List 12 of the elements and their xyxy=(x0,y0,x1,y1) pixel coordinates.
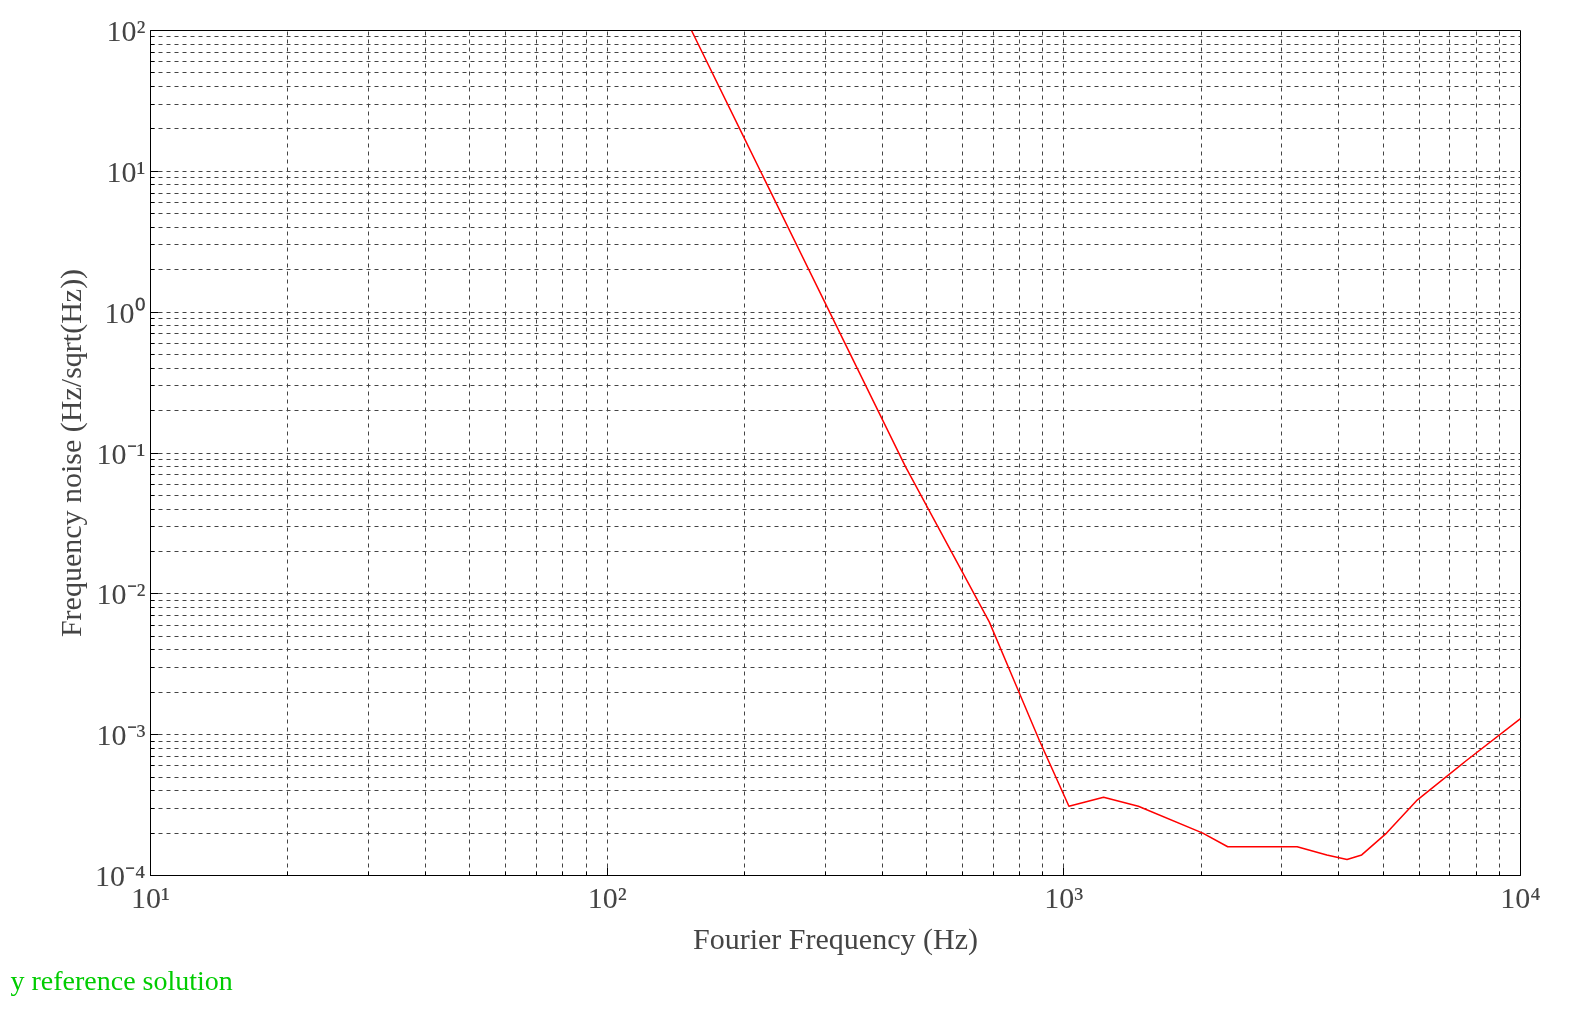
y-tick-label: 10⁰ xyxy=(104,295,146,329)
y-tick-label: 10⁻¹ xyxy=(96,436,146,470)
x-axis-title: Fourier Frequency (Hz) xyxy=(693,921,978,956)
x-tick-label: 10³ xyxy=(1044,880,1084,914)
x-tick-label: 10² xyxy=(587,880,627,914)
x-tick-label: 10⁴ xyxy=(1500,880,1541,914)
y-axis-title: Frequency noise (Hz/sqrt(Hz)) xyxy=(54,268,89,638)
text: y reference solution xyxy=(10,964,233,996)
y-tick-label: 10² xyxy=(106,14,146,47)
y-tick-label: 10⁻² xyxy=(96,577,146,611)
y-tick-label: 10¹ xyxy=(106,154,146,188)
y-tick-label: 10⁻³ xyxy=(96,718,146,752)
